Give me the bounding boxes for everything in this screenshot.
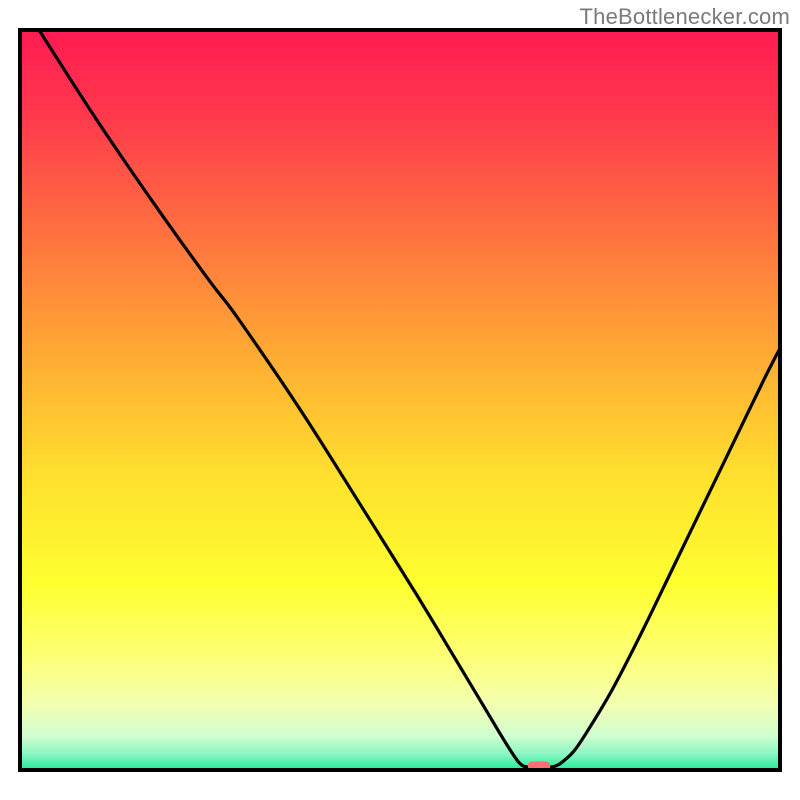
bottleneck-chart: [0, 0, 800, 800]
chart-background-gradient: [20, 30, 780, 770]
